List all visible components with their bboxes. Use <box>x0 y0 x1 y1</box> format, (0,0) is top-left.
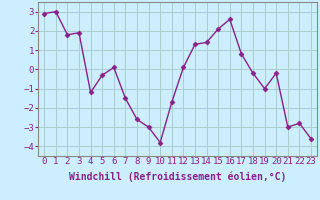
X-axis label: Windchill (Refroidissement éolien,°C): Windchill (Refroidissement éolien,°C) <box>69 172 286 182</box>
